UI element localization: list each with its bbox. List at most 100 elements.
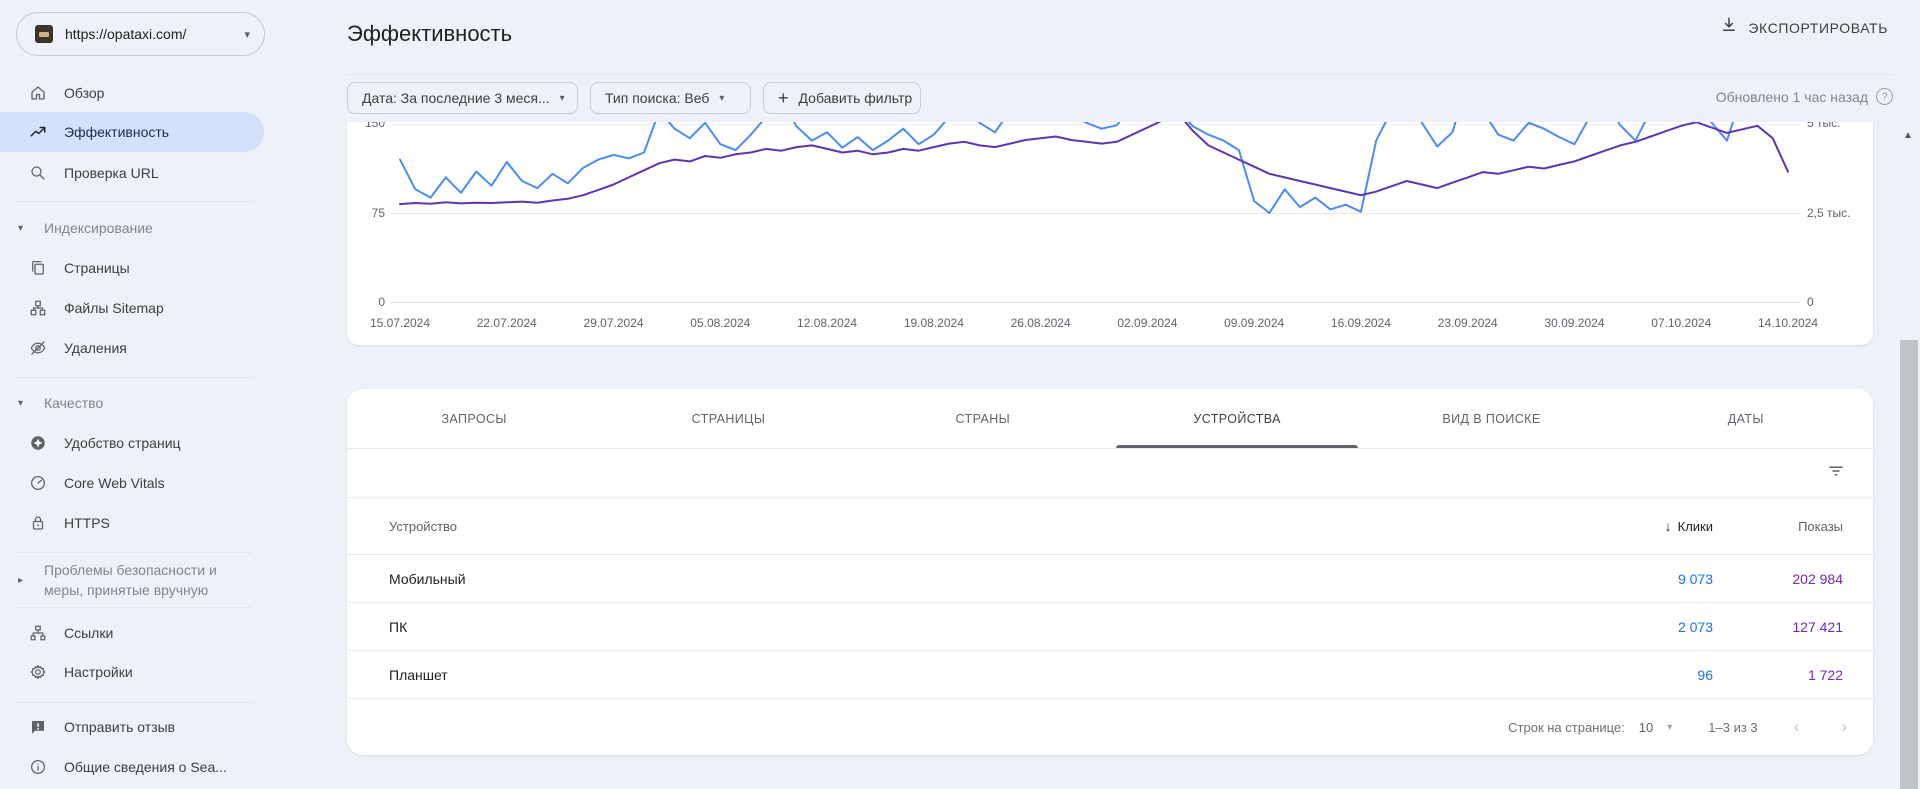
sidebar-item-settings[interactable]: Настройки xyxy=(0,652,264,692)
filter-list-icon[interactable] xyxy=(1827,462,1845,485)
page-title: Эффективность xyxy=(347,21,513,46)
pagination-bar: Строк на странице: 10 ▾ 1–3 из 3 ‹ › xyxy=(347,699,1873,755)
previous-page-icon[interactable]: ‹ xyxy=(1793,717,1800,736)
pagination-range: 1–3 из 3 xyxy=(1708,719,1758,735)
sidebar-item-sitemaps[interactable]: Файлы Sitemap xyxy=(0,288,264,328)
tab-devices[interactable]: УСТРОЙСТВА xyxy=(1110,389,1364,448)
x-axis-date-label: 14.10.2024 xyxy=(1757,316,1819,330)
sidebar-divider xyxy=(17,607,252,608)
table-row-desktop[interactable]: ПК 2 073 127 421 xyxy=(347,603,1873,651)
sort-descending-icon: ↓ xyxy=(1664,518,1672,534)
caret-down-icon: ▾ xyxy=(18,222,24,234)
table-header-row: Устройство ↓ Клики Показы xyxy=(347,498,1873,555)
rows-per-page-label: Строк на странице: xyxy=(1508,719,1625,735)
col-device[interactable]: Устройство xyxy=(389,518,458,534)
sidebar-item-performance[interactable]: Эффективность xyxy=(0,112,264,152)
updated-status: Обновлено 1 час назад ? xyxy=(1716,88,1893,105)
scrollbar-thumb[interactable] xyxy=(1900,340,1918,789)
search-type-filter-chip[interactable]: Тип поиска: Веб ▾ xyxy=(590,82,751,114)
home-icon xyxy=(28,83,48,103)
sidebar-divider xyxy=(17,552,252,553)
x-axis-date-label: 23.09.2024 xyxy=(1437,316,1498,330)
sidebar-item-pages[interactable]: Страницы xyxy=(0,248,264,288)
help-icon[interactable]: ? xyxy=(1876,88,1893,105)
chevron-down-icon: ▾ xyxy=(559,92,565,104)
type-chip-label: Тип поиска: Веб xyxy=(605,90,710,106)
gridline-baseline xyxy=(390,302,1800,303)
sidebar-item-about-search[interactable]: Общие сведения о Sea... xyxy=(0,747,264,787)
tab-countries[interactable]: СТРАНЫ xyxy=(955,411,1011,426)
sidebar-item-core-web-vitals[interactable]: Core Web Vitals xyxy=(0,463,264,503)
tab-search-appearance[interactable]: ВИД В ПОИСКЕ xyxy=(1442,411,1541,426)
x-axis-date-label: 05.08.2024 xyxy=(690,316,751,330)
sidebar-item-removals[interactable]: Удаления xyxy=(0,328,264,368)
search-icon xyxy=(28,163,48,183)
table-row-mobile[interactable]: Мобильный 9 073 202 984 xyxy=(347,555,1873,603)
sidebar-item-feedback[interactable]: Отправить отзыв xyxy=(0,707,264,747)
property-url: https://opataxi.com/ xyxy=(65,26,187,42)
col-impressions[interactable]: Показы xyxy=(1798,518,1843,534)
table-toolbar xyxy=(347,449,1873,498)
left-axis-tick-150: 150 xyxy=(364,122,385,130)
gridline-mid xyxy=(390,213,1800,214)
sidebar-section-experience[interactable]: ▾ Качество xyxy=(18,395,104,411)
sidebar-item-url-inspection[interactable]: Проверка URL xyxy=(0,153,264,193)
sidebar-item-https[interactable]: HTTPS xyxy=(0,503,264,543)
caret-right-icon: ▸ xyxy=(18,574,24,586)
table-row-tablet[interactable]: Планшет 96 1 722 xyxy=(347,651,1873,699)
x-axis-date-labels: 15.07.2024 22.07.2024 29.07.2024 05.08.2024… xyxy=(347,316,1873,336)
scrollbar-up-icon[interactable]: ▲ xyxy=(1903,130,1913,141)
sidebar-divider xyxy=(17,201,252,202)
next-page-icon[interactable]: › xyxy=(1841,717,1847,736)
sidebar: https://opataxi.com/ ▾ Обзор Эффективнос… xyxy=(0,0,266,789)
right-axis-tick-5k: 5 тыс. xyxy=(1807,122,1841,130)
property-selector[interactable]: https://opataxi.com/ ▾ xyxy=(16,12,265,56)
rows-per-page-select[interactable]: Строк на странице: 10 ▾ xyxy=(1508,720,1672,735)
site-favicon-icon xyxy=(35,25,53,43)
x-axis-date-label: 26.08.2024 xyxy=(1010,316,1071,330)
feedback-icon xyxy=(28,717,48,737)
date-chip-label: Дата: За последние 3 меся... xyxy=(362,90,550,106)
right-axis-tick-2-5k: 2,5 тыс. xyxy=(1807,206,1851,220)
x-axis-date-label: 02.09.2024 xyxy=(1117,316,1178,330)
rows-per-page-value: 10 xyxy=(1638,719,1654,735)
dimension-tabbar: ЗАПРОСЫ СТРАНИЦЫ СТРАНЫ УСТРОЙСТВА ВИД В… xyxy=(347,389,1873,449)
performance-chart-card: 150 75 0 5 тыс. 2,5 тыс. 0 15.07.2024 22.… xyxy=(347,122,1873,345)
add-chip-label: Добавить фильтр xyxy=(798,90,913,106)
x-axis-date-label: 22.07.2024 xyxy=(476,316,537,330)
header-divider xyxy=(347,74,1893,75)
lock-icon xyxy=(28,513,48,533)
x-axis-date-label: 12.08.2024 xyxy=(797,316,858,330)
gridline-top xyxy=(390,124,1800,125)
x-axis-date-label: 09.09.2024 xyxy=(1224,316,1285,330)
add-filter-chip[interactable]: + Добавить фильтр xyxy=(763,82,921,114)
sidebar-item-overview[interactable]: Обзор xyxy=(0,73,264,113)
clicks-impressions-line-chart[interactable] xyxy=(347,122,1873,345)
speedometer-icon xyxy=(28,473,48,493)
export-button[interactable]: ЭКСПОРТИРОВАТЬ xyxy=(1720,16,1888,39)
caret-down-icon: ▾ xyxy=(18,397,24,409)
x-axis-date-label: 19.08.2024 xyxy=(903,316,964,330)
tab-queries[interactable]: ЗАПРОСЫ xyxy=(441,411,507,426)
dimensions-table-card: ЗАПРОСЫ СТРАНИЦЫ СТРАНЫ УСТРОЙСТВА ВИД В… xyxy=(347,389,1873,755)
sidebar-item-links[interactable]: Ссылки xyxy=(0,613,264,653)
date-filter-chip[interactable]: Дата: За последние 3 меся... ▾ xyxy=(347,82,578,114)
page-experience-icon xyxy=(28,433,48,453)
tab-dates[interactable]: ДАТЫ xyxy=(1727,411,1764,426)
sidebar-section-security-manual-actions[interactable]: ▸ Проблемы безопасности и меры, принятые… xyxy=(18,562,217,598)
vertical-scrollbar[interactable]: ▲ xyxy=(1898,125,1920,789)
plus-icon: + xyxy=(778,88,789,108)
col-clicks[interactable]: ↓ Клики xyxy=(1664,518,1713,534)
links-tree-icon xyxy=(28,623,48,643)
x-axis-date-label: 07.10.2024 xyxy=(1651,316,1712,330)
sidebar-item-page-experience[interactable]: Удобство страниц xyxy=(0,423,264,463)
x-axis-date-label: 30.09.2024 xyxy=(1544,316,1605,330)
sidebar-section-indexing[interactable]: ▾ Индексирование xyxy=(18,220,153,236)
x-axis-date-label: 29.07.2024 xyxy=(583,316,644,330)
tab-pages[interactable]: СТРАНИЦЫ xyxy=(691,411,766,426)
chevron-down-icon: ▾ xyxy=(1667,721,1673,733)
eye-off-icon xyxy=(28,338,48,358)
pages-icon xyxy=(28,258,48,278)
info-icon xyxy=(28,757,48,777)
